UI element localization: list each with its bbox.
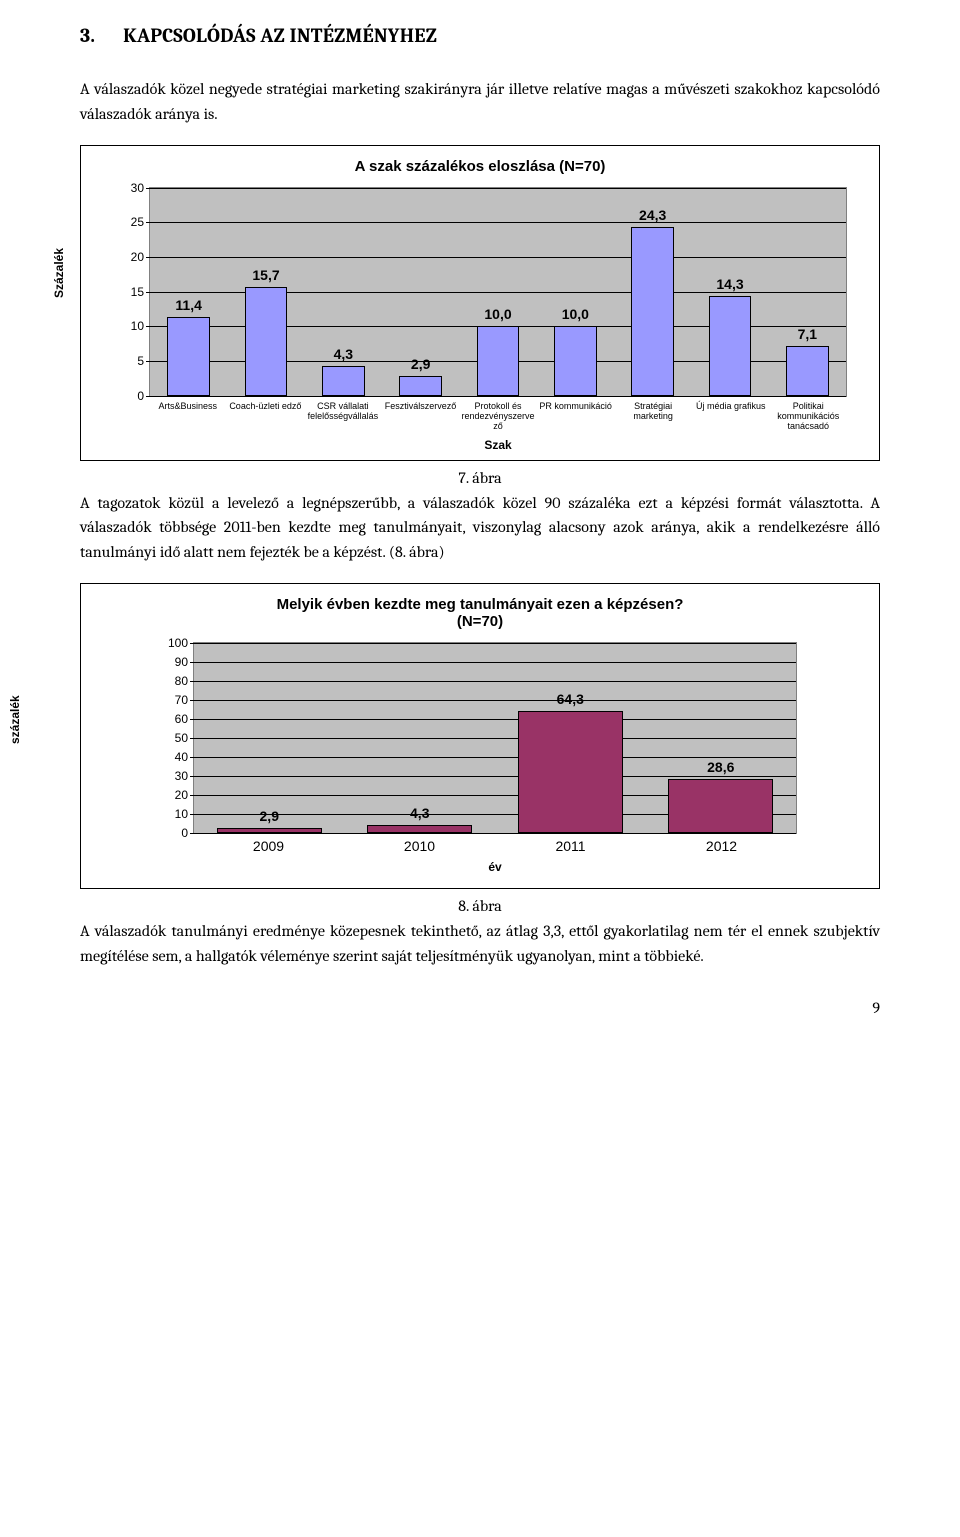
chart-2-title: Melyik évben kezdte meg tanulmányait eze…	[103, 596, 857, 630]
gridline	[194, 776, 796, 777]
bar	[399, 376, 442, 396]
section-heading: 3. KAPCSOLÓDÁS AZ INTÉZMÉNYHEZ	[80, 24, 880, 47]
y-tick-label: 30	[158, 769, 194, 783]
paragraph-2: A tagozatok közül a levelező a legnépsze…	[80, 491, 880, 565]
bar-value-label: 7,1	[798, 326, 817, 342]
y-tick-label: 10	[114, 319, 150, 333]
bar	[245, 287, 288, 396]
x-tick-label: Arts&Business	[149, 401, 227, 432]
y-tick-label: 50	[158, 731, 194, 745]
x-axis-labels: Arts&BusinessCoach-üzleti edzőCSR vállal…	[149, 401, 847, 432]
x-tick-label: CSR vállalati felelősségvállalás	[304, 401, 382, 432]
bar	[554, 326, 597, 395]
chart-1-title: A szak százalékos eloszlása (N=70)	[103, 158, 857, 175]
bar-value-label: 15,7	[252, 267, 279, 283]
y-tick-label: 20	[158, 788, 194, 802]
x-tick-label: Stratégiai marketing	[614, 401, 692, 432]
plot-area: 01020304050607080901002,94,364,328,6	[193, 642, 797, 834]
plot-area: 05101520253011,415,74,32,910,010,024,314…	[149, 187, 847, 397]
bar	[477, 326, 520, 395]
bar-value-label: 24,3	[639, 207, 666, 223]
x-tick-label: 2012	[646, 838, 797, 854]
x-tick-label: 2011	[495, 838, 646, 854]
y-tick-label: 60	[158, 712, 194, 726]
y-tick-label: 0	[158, 826, 194, 840]
gridline	[150, 257, 846, 258]
y-tick-label: 15	[114, 285, 150, 299]
paragraph-3: A válaszadók tanulmányi eredménye közepe…	[80, 919, 880, 969]
gridline	[150, 188, 846, 189]
bar	[322, 366, 365, 396]
figure-1-caption: 7. ábra	[80, 469, 880, 487]
gridline	[194, 662, 796, 663]
bar-value-label: 4,3	[334, 346, 353, 362]
y-tick-label: 30	[114, 181, 150, 195]
x-tick-label: Coach-üzleti edző	[227, 401, 305, 432]
bar-value-label: 28,6	[707, 759, 734, 775]
x-tick-label: 2009	[193, 838, 344, 854]
y-tick-label: 70	[158, 693, 194, 707]
x-tick-label: Politikai kommunikációs tanácsadó	[770, 401, 848, 432]
x-tick-label: PR kommunikáció	[537, 401, 615, 432]
chart-1: 05101520253011,415,74,32,910,010,024,314…	[103, 187, 857, 452]
gridline	[194, 643, 796, 644]
section-number: 3.	[80, 24, 95, 47]
bar-value-label: 4,3	[410, 805, 429, 821]
chart-2-title-line2: (N=70)	[103, 613, 857, 630]
bar	[167, 317, 210, 396]
y-tick-label: 5	[114, 354, 150, 368]
bar-value-label: 11,4	[175, 297, 201, 313]
x-axis-title: év	[193, 860, 797, 874]
bar-value-label: 64,3	[557, 691, 584, 707]
bar	[217, 828, 322, 834]
y-tick-label: 10	[158, 807, 194, 821]
x-tick-label: Fesztiválszervező	[382, 401, 460, 432]
page-number: 9	[80, 999, 880, 1017]
x-axis-labels: 2009201020112012	[193, 838, 797, 854]
x-tick-label: Új média grafikus	[692, 401, 770, 432]
y-tick-label: 40	[158, 750, 194, 764]
gridline	[194, 738, 796, 739]
y-tick-label: 20	[114, 250, 150, 264]
chart-1-box: A szak százalékos eloszlása (N=70) 0 5 10 1…	[80, 145, 880, 461]
gridline	[194, 681, 796, 682]
bar	[631, 227, 674, 395]
bar	[518, 711, 623, 833]
x-axis-title: Szak	[149, 438, 847, 452]
y-tick-label: 90	[158, 655, 194, 669]
figure-2-caption: 8. ábra	[80, 897, 880, 915]
bar	[786, 346, 829, 395]
gridline	[194, 757, 796, 758]
chart-2: 01020304050607080901002,94,364,328,6száz…	[103, 642, 857, 874]
x-tick-label: Protokoll és rendezvényszervező	[459, 401, 537, 432]
bar-value-label: 2,9	[260, 808, 279, 824]
bar-value-label: 10,0	[484, 306, 511, 322]
y-tick-label: 80	[158, 674, 194, 688]
chart-2-title-line1: Melyik évben kezdte meg tanulmányait eze…	[277, 596, 684, 613]
bar-value-label: 10,0	[562, 306, 589, 322]
gridline	[194, 719, 796, 720]
gridline	[194, 700, 796, 701]
bar-value-label: 14,3	[716, 276, 743, 292]
bar	[367, 825, 472, 833]
paragraph-1: A válaszadók közel negyede stratégiai ma…	[80, 77, 880, 127]
y-tick-label: 25	[114, 215, 150, 229]
y-tick-label: 100	[158, 636, 194, 650]
x-tick-label: 2010	[344, 838, 495, 854]
section-title-text: KAPCSOLÓDÁS AZ INTÉZMÉNYHEZ	[123, 24, 437, 47]
bar	[668, 779, 773, 833]
bar-value-label: 2,9	[411, 356, 430, 372]
chart-2-box: Melyik évben kezdte meg tanulmányait eze…	[80, 583, 880, 889]
bar	[709, 296, 752, 395]
y-tick-label: 0	[114, 389, 150, 403]
gridline	[150, 222, 846, 223]
